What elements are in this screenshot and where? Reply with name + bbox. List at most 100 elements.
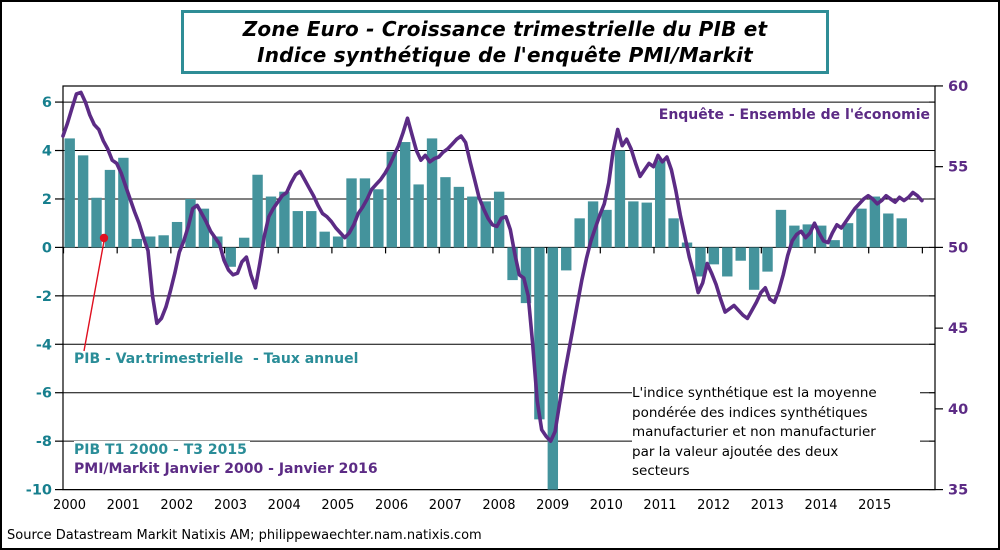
- axis-tick-label: 2013: [751, 498, 784, 513]
- axis-tick-label: 2011: [643, 498, 676, 513]
- axis-tick-label: 2009: [536, 498, 569, 513]
- gdp-series-label: PIB - Var.trimestrielle - Taux annuel: [74, 351, 359, 367]
- gdp-bar: [628, 201, 639, 248]
- gdp-bar: [708, 247, 720, 265]
- annotation-leader-line: [83, 240, 105, 352]
- axis-tick-label: 2014: [804, 498, 837, 513]
- axis-tick-label: -8: [36, 434, 52, 450]
- pmi-line: [61, 90, 924, 444]
- gdp-bar: [104, 169, 116, 248]
- gdp-bar: [587, 201, 599, 248]
- gdp-bar: [373, 189, 384, 248]
- gdp-bar: [426, 138, 438, 248]
- axis-tick-label: -4: [36, 337, 52, 353]
- gdp-bar: [238, 237, 250, 248]
- gdp-bar: [775, 209, 787, 248]
- gdp-bar: [654, 160, 666, 248]
- axis-tick-label: 2001: [107, 498, 140, 513]
- pmi-range-label: PMI/Markit Janvier 2000 - Janvier 2016: [74, 460, 381, 478]
- gdp-bar: [507, 247, 518, 281]
- axis-tick-label: 2002: [160, 498, 193, 513]
- gdp-bar: [158, 235, 169, 248]
- gdp-bar: [171, 221, 183, 248]
- gdp-bar: [695, 247, 706, 277]
- annotation-dot: [99, 233, 109, 243]
- gdp-bar: [883, 213, 894, 248]
- gdp-bar: [386, 151, 397, 248]
- axis-tick-label: 40: [948, 402, 968, 418]
- gdp-bar: [118, 157, 129, 248]
- gdp-bar: [735, 247, 746, 261]
- axis-tick-label: 2006: [375, 498, 408, 513]
- gdp-bar: [359, 178, 371, 248]
- gdp-bar: [252, 174, 263, 248]
- gdp-bar: [131, 238, 142, 248]
- axis-tick-label: 2010: [590, 498, 623, 513]
- gdp-bar: [77, 155, 89, 248]
- gdp-bar: [829, 240, 840, 248]
- gdp-bar: [467, 196, 478, 248]
- chart-title: Zone Euro - Croissance trimestrielle du …: [242, 17, 768, 67]
- gdp-bar: [306, 211, 317, 248]
- axis-tick-label: 55: [948, 160, 968, 176]
- axis-tick-label: 2015: [858, 498, 891, 513]
- gdp-bar: [346, 178, 357, 248]
- gdp-bar: [225, 247, 236, 267]
- axis-tick-label: 2007: [429, 498, 462, 513]
- gdp-bar: [842, 223, 854, 248]
- gdp-bar: [292, 211, 304, 248]
- gdp-bar: [869, 196, 881, 248]
- gdp-bar: [265, 196, 277, 248]
- axis-tick-label: 2000: [53, 498, 86, 513]
- plot-border: [62, 85, 936, 491]
- chart-title-box: Zone Euro - Croissance trimestrielle du …: [181, 10, 829, 74]
- gdp-bar: [91, 197, 102, 248]
- axis-tick-label: -2: [36, 289, 52, 305]
- gdp-bar: [198, 208, 210, 248]
- axis-tick-label: -6: [36, 386, 52, 402]
- gdp-bar: [856, 208, 867, 248]
- gdp-bar: [641, 202, 652, 248]
- gdp-range-label: PIB T1 2000 - T3 2015: [74, 441, 250, 459]
- gdp-bar: [453, 186, 465, 248]
- gdp-bar: [64, 138, 75, 248]
- gdp-bar: [722, 247, 733, 277]
- axis-tick-label: 45: [948, 321, 968, 337]
- gdp-bar: [668, 218, 679, 248]
- axis-tick-label: 2012: [697, 498, 730, 513]
- axis-tick-label: 2: [42, 192, 52, 208]
- gdp-bar: [896, 218, 907, 248]
- gdp-bar: [319, 231, 330, 248]
- axis-tick-label: 2004: [268, 498, 301, 513]
- gdp-bar: [748, 247, 760, 290]
- gdp-bar: [413, 184, 424, 248]
- gdp-bar: [561, 247, 572, 271]
- axis-tick-label: 2005: [321, 498, 354, 513]
- axis-tick-label: -10: [26, 483, 52, 499]
- axis-tick-label: 35: [948, 483, 968, 499]
- gdp-bar: [762, 247, 773, 272]
- axis-tick-label: 2003: [214, 498, 247, 513]
- methodology-note: L'indice synthétique est la moyenne pond…: [632, 384, 920, 482]
- gdp-bar: [480, 201, 491, 248]
- axis-tick-label: 60: [948, 79, 968, 95]
- pmi-series-label: Enquête - Ensemble de l'économie: [658, 107, 930, 123]
- source-note: Source Datastream Markit Natixis AM; phi…: [7, 528, 482, 543]
- gdp-bar: [520, 247, 532, 304]
- gdp-bar: [574, 218, 585, 248]
- axis-tick-label: 6: [42, 95, 52, 111]
- axis-tick-label: 0: [42, 240, 52, 256]
- axis-tick-label: 4: [42, 144, 52, 160]
- gdp-bar: [601, 209, 612, 248]
- gdp-bar: [400, 142, 411, 248]
- gdp-bar: [332, 236, 344, 248]
- axis-tick-label: 2008: [482, 498, 515, 513]
- gdp-bar: [279, 191, 290, 248]
- gdp-bar: [145, 236, 156, 248]
- gdp-bar: [440, 177, 451, 248]
- gdp-bar: [534, 247, 545, 420]
- axis-tick-label: 50: [948, 240, 968, 256]
- gdp-bar: [614, 150, 626, 248]
